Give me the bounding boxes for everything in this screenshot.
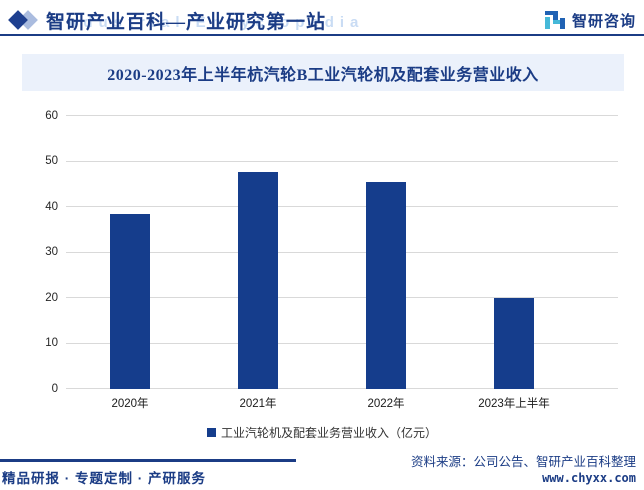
gridline: [66, 342, 618, 344]
gridline: [66, 251, 618, 253]
y-tick-label: 50: [45, 154, 58, 167]
bar-2023年上半年: [494, 298, 534, 389]
gridline: [66, 297, 618, 298]
gridline: [66, 160, 618, 162]
site-url[interactable]: www.chyxx.com: [542, 471, 636, 485]
gridline: [66, 388, 618, 389]
diamond-logo-icon: [8, 8, 40, 32]
plot-area: 0 10 20 30 40 50 60: [45, 110, 618, 394]
brand: Industrial Encyclopedia 智研产业百科—产业研究第一站: [8, 7, 358, 34]
y-tick-label: 30: [45, 245, 58, 258]
bar-slot: [322, 116, 450, 389]
bar-2021年: [238, 171, 278, 389]
brand-title: 智研产业百科—产业研究第一站: [46, 11, 327, 33]
bar-2020年: [110, 213, 150, 389]
data-source-text: 资料来源：公司公告、智研产业百科整理: [410, 455, 636, 469]
chart-title: 2020-2023年上半年杭汽轮B工业汽轮机及配套业务营业收入: [22, 54, 624, 91]
y-tick-label: 10: [45, 336, 58, 349]
header-divider: [0, 34, 644, 36]
y-tick-label: 20: [45, 291, 58, 304]
legend-marker: [206, 428, 216, 437]
gridline: [66, 115, 618, 116]
y-tick-label: 60: [45, 109, 58, 122]
legend-label: 工业汽轮机及配套业务营业收入（亿元）: [220, 426, 437, 440]
x-tick-label: 2021年: [239, 398, 277, 410]
footer-right: 资料来源：公司公告、智研产业百科整理 www.chyxx.com: [411, 454, 636, 486]
bar-slot: [450, 116, 578, 389]
chart-legend: 工业汽轮机及配套业务营业收入（亿元）: [0, 424, 644, 441]
y-tick-label: 40: [45, 200, 58, 213]
y-tick-label: 0: [51, 382, 58, 395]
brand-watermark-text: Industrial Encyclopedia: [58, 13, 365, 31]
bar-2022年: [366, 181, 406, 389]
zhiyan-logo: 智研咨询: [544, 9, 636, 31]
bar-slot: [194, 116, 322, 389]
header: Industrial Encyclopedia 智研产业百科—产业研究第一站 智…: [8, 6, 636, 34]
footer-left: 精品研报 · 专题定制 · 产研服务: [0, 459, 296, 487]
bars-container: [66, 116, 578, 389]
brand-title-wrap: Industrial Encyclopedia 智研产业百科—产业研究第一站: [46, 7, 358, 34]
x-tick-label: 2020年: [111, 398, 149, 410]
x-tick-label: 2023年上半年: [478, 398, 550, 410]
x-axis-labels: 2020年 2021年 2022年 2023年上半年: [66, 395, 578, 411]
bar-slot: [66, 116, 194, 389]
zhiyan-logo-icon: [544, 11, 565, 29]
zhiyan-logo-text: 智研咨询: [571, 12, 636, 30]
gridline: [66, 206, 618, 207]
x-tick-label: 2022年: [367, 398, 405, 410]
footer-services-text: 精品研报 · 专题定制 · 产研服务: [2, 471, 206, 486]
footer-divider: [0, 459, 296, 462]
